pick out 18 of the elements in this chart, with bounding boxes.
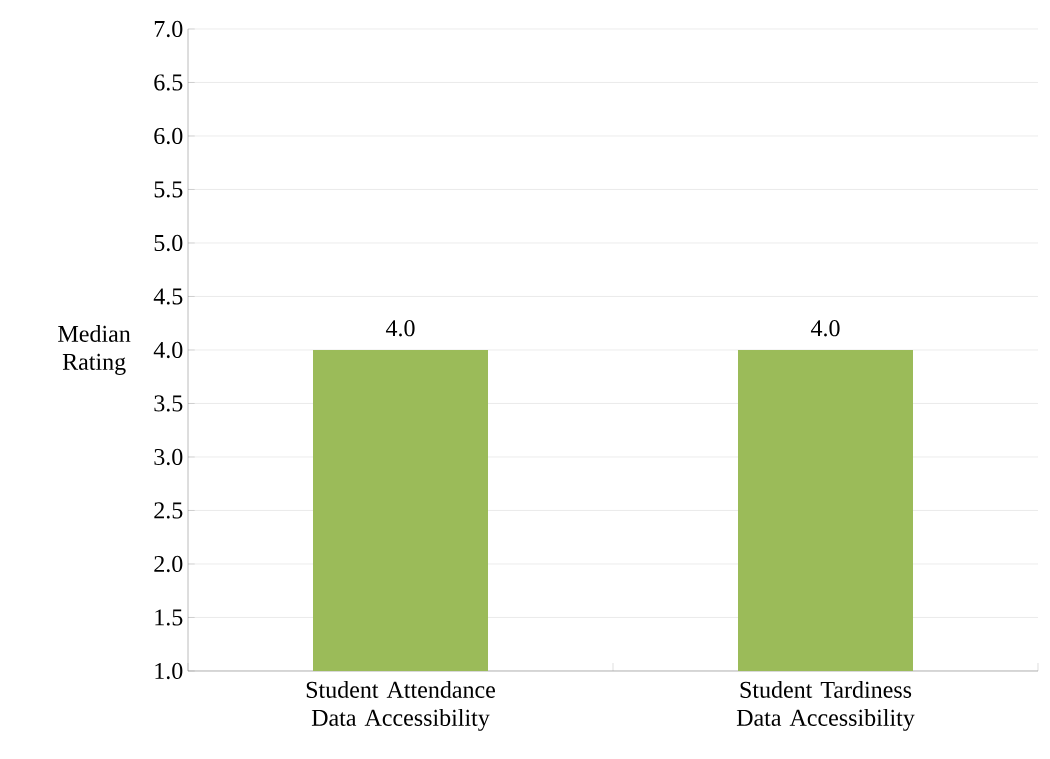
y-tick-label: 6.0 bbox=[154, 127, 183, 145]
y-tick-label: 2.5 bbox=[154, 502, 183, 519]
data-label: 4.0 bbox=[810, 320, 840, 337]
y-tick-label: 3.5 bbox=[154, 395, 183, 412]
y-tick-label: 2.0 bbox=[154, 555, 183, 573]
y-tick-label: 1.0 bbox=[155, 662, 183, 680]
y-tick-label: 4.5 bbox=[153, 288, 183, 305]
y-axis-title: Median Rating bbox=[58, 325, 131, 375]
y-tick-label: 3.0 bbox=[154, 448, 183, 466]
data-label: 4.0 bbox=[385, 320, 415, 337]
y-tick-label: 1.5 bbox=[155, 609, 183, 626]
x-tick-label: Student Tardiness Data Accessibility bbox=[736, 681, 915, 731]
x-tick-label: Student Attendance Data Accessibility bbox=[306, 681, 495, 731]
y-tick-label: 6.5 bbox=[154, 74, 183, 91]
y-tick-label: 5.5 bbox=[154, 181, 183, 198]
y-tick-label: 4.0 bbox=[153, 341, 183, 359]
y-tick-label: 7.0 bbox=[154, 20, 183, 38]
y-tick-label: 5.0 bbox=[154, 234, 183, 252]
